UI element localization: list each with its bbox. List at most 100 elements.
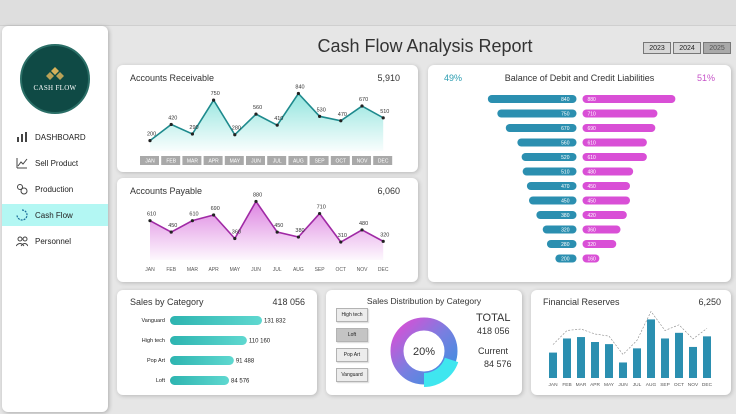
data-point[interactable] xyxy=(275,123,279,127)
category-button-vanguard[interactable]: Vanguard xyxy=(336,368,368,382)
data-point[interactable] xyxy=(148,139,152,143)
month-button[interactable] xyxy=(224,156,244,165)
data-point[interactable] xyxy=(190,132,194,136)
credit-bar[interactable] xyxy=(582,254,600,263)
sidebar-item-production[interactable]: Production xyxy=(2,178,108,200)
data-point[interactable] xyxy=(254,199,258,204)
year-button-2024[interactable]: 2024 xyxy=(673,42,701,54)
credit-bar[interactable] xyxy=(582,211,627,219)
reserve-bar[interactable] xyxy=(549,352,557,378)
credit-bar[interactable] xyxy=(582,240,617,248)
data-point[interactable] xyxy=(169,230,173,234)
data-point[interactable] xyxy=(360,228,364,232)
category-button-loft[interactable]: Loft xyxy=(336,328,368,342)
data-point[interactable] xyxy=(318,114,322,118)
debit-bar[interactable] xyxy=(517,138,577,147)
credit-bar[interactable] xyxy=(582,182,631,190)
credit-bar[interactable] xyxy=(582,124,656,132)
reserve-bar[interactable] xyxy=(619,362,627,378)
year-button-2023[interactable]: 2023 xyxy=(643,42,671,54)
reserve-bar[interactable] xyxy=(633,348,641,378)
reserve-bar[interactable] xyxy=(675,332,683,378)
month-button[interactable] xyxy=(288,156,308,165)
data-point[interactable] xyxy=(381,239,385,243)
debit-bar[interactable] xyxy=(555,254,577,263)
month-button[interactable] xyxy=(373,156,393,165)
reserve-bar[interactable] xyxy=(661,338,669,378)
debit-bar[interactable] xyxy=(529,196,577,205)
debit-bar[interactable] xyxy=(505,124,577,132)
data-point[interactable] xyxy=(233,236,237,241)
reserve-bar[interactable] xyxy=(647,319,655,378)
category-bar[interactable] xyxy=(170,336,247,345)
data-point[interactable] xyxy=(190,219,194,223)
data-point[interactable] xyxy=(233,133,237,137)
month-button[interactable] xyxy=(309,156,329,165)
reserve-bar[interactable] xyxy=(703,336,711,378)
data-point[interactable] xyxy=(381,116,385,120)
debit-bar[interactable] xyxy=(497,109,577,118)
debit-bar[interactable] xyxy=(546,240,577,248)
category-name: Vanguard xyxy=(142,318,165,324)
month-button[interactable] xyxy=(140,156,159,165)
category-button-high-tech[interactable]: High tech xyxy=(336,308,368,322)
credit-bar[interactable] xyxy=(582,109,658,118)
credit-bar[interactable] xyxy=(582,138,647,147)
sidebar-item-dashboard[interactable]: DASHBOARD xyxy=(2,126,108,148)
credit-bar[interactable] xyxy=(582,225,621,234)
debit-bar[interactable] xyxy=(526,182,577,190)
data-label: 750 xyxy=(211,91,220,97)
data-point[interactable] xyxy=(254,112,258,116)
month-button[interactable] xyxy=(267,156,287,165)
credit-bar[interactable] xyxy=(582,167,634,176)
month-label: JAN xyxy=(548,382,558,388)
data-point[interactable] xyxy=(360,104,364,108)
category-value: 131 832 xyxy=(264,319,286,325)
sidebar-item-sell-product[interactable]: Sell Product xyxy=(2,152,108,174)
category-bar[interactable] xyxy=(170,376,230,385)
data-point[interactable] xyxy=(296,235,300,239)
debit-bar[interactable] xyxy=(536,211,577,219)
month-button[interactable] xyxy=(203,156,223,165)
credit-bar[interactable] xyxy=(582,95,676,103)
gears-icon xyxy=(17,184,28,195)
credit-bar[interactable] xyxy=(582,196,631,205)
sidebar-item-personnel[interactable]: Personnel xyxy=(2,230,108,252)
reserve-bar[interactable] xyxy=(605,344,613,378)
credit-bar[interactable] xyxy=(582,153,647,161)
data-point[interactable] xyxy=(148,219,152,223)
donut-current-slice[interactable] xyxy=(424,357,459,387)
category-bar[interactable] xyxy=(170,356,234,365)
category-bar[interactable] xyxy=(170,316,262,325)
month-label: NOV xyxy=(688,382,699,388)
year-button-2025[interactable]: 2025 xyxy=(703,42,731,54)
debit-bar[interactable] xyxy=(542,225,577,234)
reserve-bar[interactable] xyxy=(577,337,585,378)
sidebar-item-cash-flow[interactable]: Cash Flow xyxy=(2,204,108,226)
debit-label: 280 xyxy=(561,242,570,248)
area-fill xyxy=(150,201,384,260)
data-point[interactable] xyxy=(212,98,216,102)
month-button[interactable] xyxy=(182,156,202,165)
month-button[interactable] xyxy=(330,156,350,165)
data-point[interactable] xyxy=(275,230,279,234)
card-total: 5,910 xyxy=(377,73,400,83)
month-button[interactable] xyxy=(352,156,371,165)
debit-bar[interactable] xyxy=(522,167,577,176)
data-point[interactable] xyxy=(169,122,173,127)
reserve-bar[interactable] xyxy=(563,338,571,378)
month-button[interactable] xyxy=(161,156,181,165)
month-button[interactable] xyxy=(246,156,265,165)
data-point[interactable] xyxy=(296,91,300,96)
category-button-pop-art[interactable]: Pop Art xyxy=(336,348,368,362)
data-point[interactable] xyxy=(212,213,216,217)
distribution-donut: 20% xyxy=(390,317,459,387)
data-point[interactable] xyxy=(339,119,343,123)
debit-bar[interactable] xyxy=(487,95,577,103)
data-point[interactable] xyxy=(318,211,322,216)
debit-bar[interactable] xyxy=(521,153,577,161)
reserve-bar[interactable] xyxy=(591,342,599,378)
diamond-logo-icon xyxy=(46,67,64,80)
reserve-bar[interactable] xyxy=(689,346,697,378)
data-point[interactable] xyxy=(339,240,343,244)
